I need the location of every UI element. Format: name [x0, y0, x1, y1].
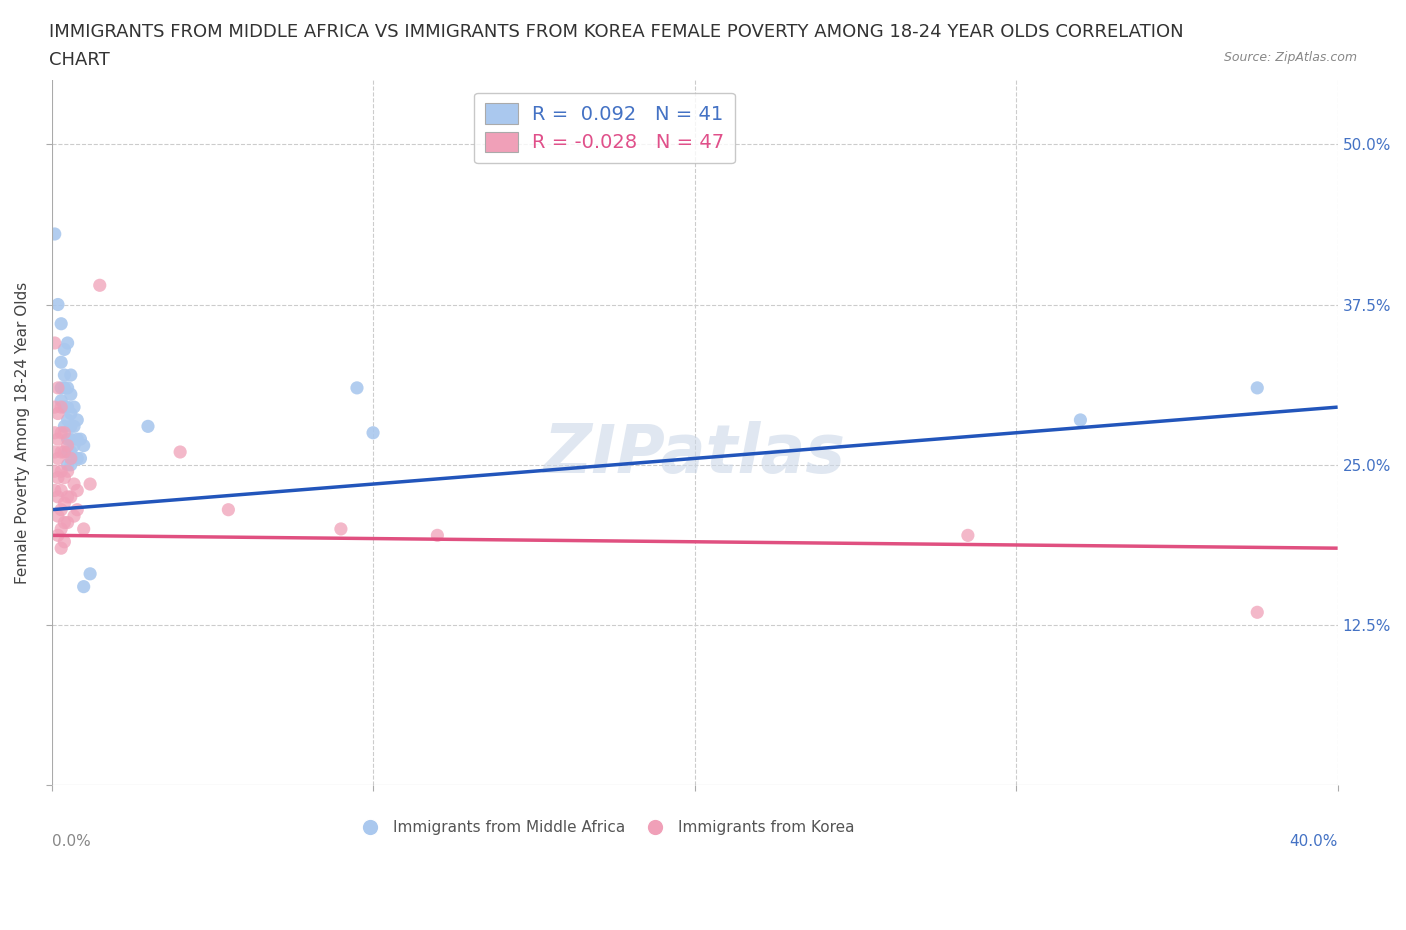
Point	[51, 316, 73, 331]
Point	[63, 438, 86, 453]
Point	[44, 336, 66, 351]
Point	[44, 445, 66, 459]
Point	[51, 540, 73, 555]
Point	[51, 400, 73, 415]
Point	[66, 413, 89, 428]
Point	[66, 502, 89, 517]
Point	[51, 425, 73, 440]
Point	[217, 502, 239, 517]
Point	[53, 445, 76, 459]
Point	[51, 502, 73, 517]
Point	[53, 471, 76, 485]
Point	[89, 278, 111, 293]
Legend: Immigrants from Middle Africa, Immigrants from Korea: Immigrants from Middle Africa, Immigrant…	[349, 814, 860, 842]
Point	[46, 380, 69, 395]
Point	[1246, 380, 1268, 395]
Point	[46, 406, 69, 421]
Point	[51, 464, 73, 479]
Point	[53, 418, 76, 433]
Point	[56, 336, 79, 351]
Point	[56, 432, 79, 446]
Point	[56, 458, 79, 472]
Text: Source: ZipAtlas.com: Source: ZipAtlas.com	[1223, 51, 1357, 64]
Point	[59, 451, 82, 466]
Point	[53, 515, 76, 530]
Point	[44, 464, 66, 479]
Point	[63, 509, 86, 524]
Point	[51, 483, 73, 498]
Point	[69, 451, 91, 466]
Point	[73, 522, 96, 537]
Point	[136, 418, 159, 433]
Point	[56, 413, 79, 428]
Point	[46, 451, 69, 466]
Point	[66, 432, 89, 446]
Point	[53, 535, 76, 550]
Point	[59, 387, 82, 402]
Point	[56, 489, 79, 504]
Point	[59, 489, 82, 504]
Point	[59, 418, 82, 433]
Point	[361, 425, 384, 440]
Point	[956, 528, 979, 543]
Point	[44, 227, 66, 242]
Point	[46, 509, 69, 524]
Point	[51, 354, 73, 369]
Point	[63, 476, 86, 491]
Point	[46, 297, 69, 312]
Point	[44, 400, 66, 415]
Text: 0.0%: 0.0%	[52, 834, 90, 849]
Point	[53, 496, 76, 511]
Point	[59, 445, 82, 459]
Point	[59, 367, 82, 382]
Point	[53, 400, 76, 415]
Text: ZIPatlas: ZIPatlas	[544, 421, 845, 487]
Text: IMMIGRANTS FROM MIDDLE AFRICA VS IMMIGRANTS FROM KOREA FEMALE POVERTY AMONG 18-2: IMMIGRANTS FROM MIDDLE AFRICA VS IMMIGRA…	[49, 23, 1184, 41]
Point	[79, 566, 101, 581]
Point	[73, 579, 96, 594]
Point	[51, 393, 73, 408]
Y-axis label: Female Poverty Among 18-24 Year Olds: Female Poverty Among 18-24 Year Olds	[15, 282, 30, 584]
Point	[69, 432, 91, 446]
Text: CHART: CHART	[49, 51, 110, 69]
Point	[44, 483, 66, 498]
Point	[56, 380, 79, 395]
Point	[46, 471, 69, 485]
Point	[346, 380, 368, 395]
Point	[51, 380, 73, 395]
Point	[46, 432, 69, 446]
Point	[79, 476, 101, 491]
Point	[56, 438, 79, 453]
Point	[1246, 604, 1268, 619]
Point	[56, 400, 79, 415]
Text: 40.0%: 40.0%	[1289, 834, 1337, 849]
Point	[426, 528, 449, 543]
Point	[329, 522, 352, 537]
Point	[53, 367, 76, 382]
Point	[44, 425, 66, 440]
Point	[51, 445, 73, 459]
Point	[53, 342, 76, 357]
Point	[46, 489, 69, 504]
Point	[53, 425, 76, 440]
Point	[56, 445, 79, 459]
Point	[59, 406, 82, 421]
Point	[51, 522, 73, 537]
Point	[66, 451, 89, 466]
Point	[66, 483, 89, 498]
Point	[59, 432, 82, 446]
Point	[53, 380, 76, 395]
Point	[56, 464, 79, 479]
Point	[169, 445, 191, 459]
Point	[46, 528, 69, 543]
Point	[63, 418, 86, 433]
Point	[73, 438, 96, 453]
Point	[63, 400, 86, 415]
Point	[56, 515, 79, 530]
Point	[59, 458, 82, 472]
Point	[1069, 413, 1091, 428]
